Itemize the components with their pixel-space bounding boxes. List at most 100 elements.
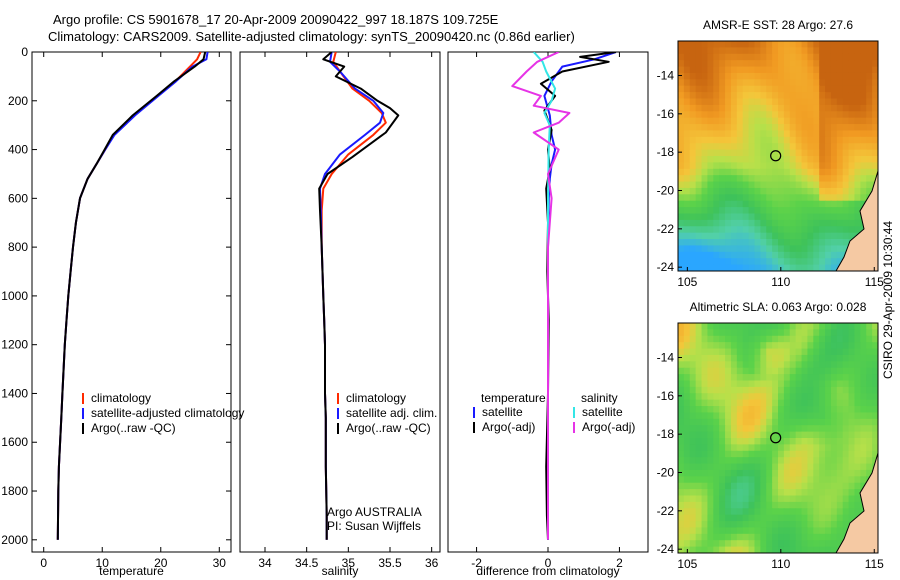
map-cell	[842, 47, 850, 55]
map-cell	[778, 104, 785, 112]
map-cell	[678, 264, 685, 271]
map-cell	[807, 226, 814, 234]
map-cell	[683, 41, 691, 48]
map-cell	[766, 92, 773, 100]
map-cell	[783, 425, 791, 433]
map-cell	[719, 374, 726, 382]
map-cell	[742, 457, 750, 465]
map-cell	[789, 348, 797, 356]
map-cell	[854, 219, 861, 227]
map-cell	[789, 431, 797, 439]
map-cell	[701, 495, 709, 503]
y-tick-label: 1200	[1, 338, 28, 352]
map-cell	[736, 104, 744, 112]
map-cell	[789, 469, 797, 477]
map-cell	[707, 399, 714, 407]
map-cell	[683, 457, 691, 465]
legend-header: temperature	[481, 391, 546, 405]
map-cell	[736, 399, 744, 407]
map-cell	[766, 335, 773, 343]
map-cell	[836, 393, 844, 401]
map-cell	[760, 450, 767, 458]
map-cell	[801, 533, 809, 541]
map-cell	[848, 444, 856, 452]
map-cell	[766, 425, 773, 433]
map-cell	[748, 495, 756, 503]
x-tick-label: 35.5	[378, 556, 402, 570]
map-cell	[807, 431, 814, 439]
map-cell	[836, 79, 844, 87]
map-cell	[707, 501, 714, 509]
map-cell	[766, 431, 773, 439]
map-cell	[830, 98, 838, 106]
map-cell	[825, 399, 832, 407]
map-cell	[760, 348, 767, 356]
map-cell	[730, 162, 738, 170]
map-cell	[830, 168, 838, 176]
x-tick-label: -2	[471, 556, 482, 570]
map-cell	[813, 124, 820, 132]
map-cell	[689, 200, 697, 208]
map-cell	[819, 418, 826, 426]
map-cell	[760, 431, 767, 439]
map-cell	[866, 418, 873, 426]
map-cell	[825, 104, 832, 112]
map-cell	[860, 412, 867, 420]
map-cell	[760, 489, 767, 497]
map-cell	[860, 79, 867, 87]
map-cell	[766, 501, 773, 509]
map-cell	[725, 501, 732, 509]
map-cell	[701, 60, 709, 68]
map-cell	[813, 489, 820, 497]
map-cell	[736, 213, 744, 221]
map-cell	[678, 444, 685, 452]
map-cell	[678, 399, 685, 407]
map-cell	[730, 361, 738, 369]
x-tick-label: 2	[616, 556, 623, 570]
map-cell	[742, 219, 750, 227]
map-cell	[848, 47, 856, 55]
map-cell	[778, 117, 785, 125]
map-cell	[748, 143, 756, 151]
map-cell	[830, 463, 838, 471]
map-cell	[748, 245, 756, 253]
map-cell	[725, 124, 732, 132]
map-cell	[742, 406, 750, 414]
map-cell	[795, 130, 803, 138]
map-cell	[683, 335, 691, 343]
map-cell	[701, 521, 709, 529]
map-cell	[701, 72, 709, 80]
map-cell	[719, 457, 726, 465]
map-cell	[754, 527, 761, 535]
map-cell	[689, 425, 697, 433]
map-cell	[754, 53, 761, 61]
map-cell	[819, 431, 826, 439]
map-cell	[783, 207, 791, 215]
map-cell	[795, 482, 803, 490]
map-cell	[707, 41, 714, 48]
map-cell	[695, 143, 703, 151]
map-cell	[825, 508, 832, 516]
map-cell	[807, 418, 814, 426]
map-cell	[860, 354, 867, 362]
map-cell	[760, 495, 767, 503]
map-cell	[783, 181, 791, 189]
map-cell	[872, 348, 878, 356]
map-cell	[860, 143, 867, 151]
map-cell	[795, 335, 803, 343]
plot-layer: 0 10 20 30020040060080010001200140016001800…	[1, 45, 649, 578]
map-cell	[783, 143, 791, 151]
map-cell	[689, 226, 697, 234]
map-cell	[807, 258, 814, 266]
map-cell	[742, 239, 750, 247]
map-cell	[689, 431, 697, 439]
map-cell	[678, 476, 685, 484]
legend-label: Argo(..raw -QC)	[91, 421, 176, 435]
map-cell	[701, 508, 709, 516]
map-cells	[678, 323, 878, 553]
map-cell	[842, 136, 850, 144]
map-cell	[807, 213, 814, 221]
map-cell	[813, 457, 820, 465]
map-cell	[872, 342, 878, 350]
map-cell	[819, 251, 826, 259]
